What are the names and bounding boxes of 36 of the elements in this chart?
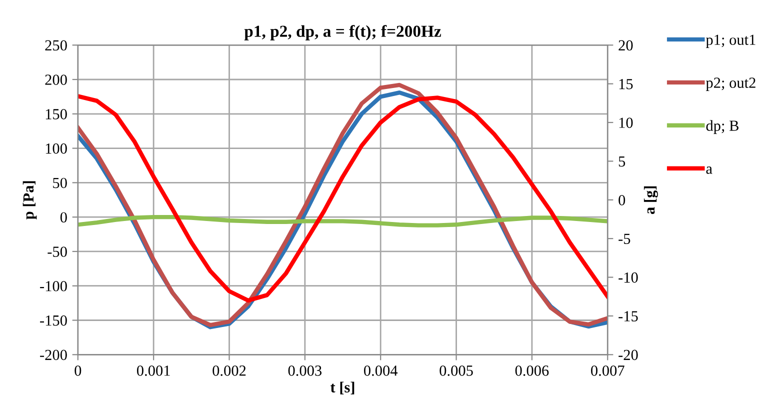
y-tick-label: -150	[40, 315, 67, 326]
x-tick-label: 0.007	[591, 366, 624, 376]
y-axis-title: p [Pa]	[22, 181, 37, 220]
y2-tick-label: 0	[618, 195, 626, 206]
y-tick-label: 100	[46, 143, 67, 154]
x-tick-label: 0.004	[364, 366, 398, 376]
y-tick-label: 50	[53, 178, 67, 188]
y2-tick-label: -15	[618, 311, 638, 322]
y2-tick-label: -10	[618, 272, 638, 283]
x-axis-title: t [s]	[330, 382, 354, 394]
x-tick-label: 0.002	[212, 366, 246, 376]
y-tick-label: 0	[60, 212, 67, 223]
y-tick-label: -200	[40, 350, 67, 360]
legend-label: p1; out1	[706, 34, 756, 48]
x-tick-label: 0	[74, 366, 82, 376]
y2-axis-title: a [g]	[644, 186, 658, 214]
x-tick-label: 0.003	[288, 366, 322, 376]
legend-label: dp; B	[706, 120, 738, 134]
y-tick-label: -50	[48, 246, 67, 257]
y2-tick-label: 10	[619, 118, 633, 128]
y2-tick-label: 20	[618, 40, 633, 51]
x-tick-label: 0.005	[440, 366, 473, 376]
legend-label: p2; out2	[706, 78, 756, 92]
y2-tick-label: 15	[619, 79, 633, 90]
x-tick-label: 0.006	[515, 366, 549, 376]
legend-label: a	[706, 166, 712, 174]
y2-tick-label: 5	[618, 156, 626, 167]
y-tick-label: 150	[46, 109, 67, 120]
y-tick-label: 250	[45, 40, 67, 51]
x-tick-label: 0.001	[136, 366, 170, 376]
y2-tick-label: -5	[618, 234, 630, 244]
chart-title: p1, p2, dp, a = f(t); f=200Hz	[244, 25, 442, 40]
y-tick-label: -100	[40, 281, 67, 292]
y2-tick-label: -20	[618, 350, 638, 360]
y-tick-label: 200	[45, 74, 67, 85]
line-series	[78, 214, 608, 228]
